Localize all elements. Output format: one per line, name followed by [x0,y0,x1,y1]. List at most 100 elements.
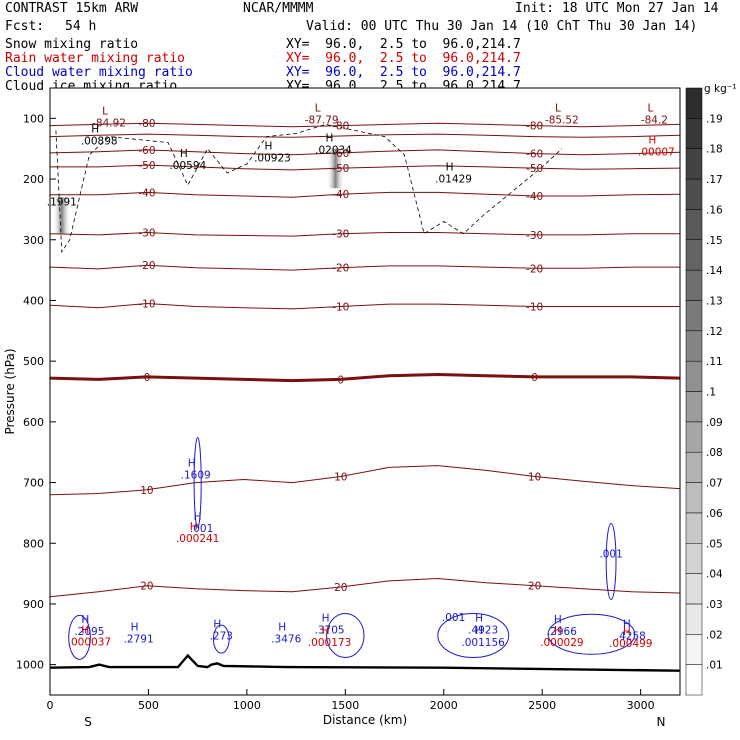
y-tick-label: 900 [23,598,44,611]
extremum-value: .001 [442,612,465,624]
temperature-contour [49,149,681,156]
plot-frame [49,87,681,696]
contour-label: -10 [526,302,543,314]
cloud-water-contour [547,613,636,655]
contour-label: 10 [528,471,541,483]
colorbar-label: .06 [706,508,723,520]
temperature-contour [50,164,681,171]
extremum-marker: H [213,618,221,630]
temperature-contour [49,577,681,598]
contour-label: -50 [138,160,155,172]
fcst-label: Fcst: [5,19,45,34]
extremum-marker: H [190,521,198,533]
colorbar-label: .17 [706,174,723,186]
temperature-contour [49,264,680,271]
colorbar-label: .1 [706,387,716,399]
extremum-marker: H [278,621,286,633]
temperature-contour [49,465,681,496]
contour-label: -40 [138,187,155,199]
extremum-value: .2791 [124,633,154,645]
colorbar-swatch [685,573,703,605]
init-time: Init: 18 UTC Mon 27 Jan 14 [515,1,719,16]
temperature-contour [49,231,680,237]
extremum-marker: L [555,102,561,114]
colorbar-label: .12 [706,326,723,338]
colorbar-swatch [685,87,703,119]
colorbar-swatch [685,451,703,483]
x-tick-label: 2000 [430,699,458,712]
model-title: CONTRAST 15km ARW [5,1,139,16]
colorbar-swatch [685,239,703,271]
y-tick-label: 600 [23,416,44,429]
contour-label: 10 [334,471,347,483]
colorbar-swatch [685,512,703,544]
colorbar-label: .05 [706,538,723,550]
contour-label: -30 [526,230,543,242]
fcst-value: 54 h [65,19,97,34]
extremum-marker: H [554,614,562,626]
colorbar-swatch [685,603,703,635]
contour-label: 20 [334,582,347,594]
y-tick-label: 200 [23,173,44,186]
y-tick-label: 500 [23,355,44,368]
extremum-value: .2095 [74,626,104,638]
colorbar-swatch [685,148,703,180]
contour-label: -80 [332,121,349,133]
south-label: S [84,715,92,729]
x-tick-label: 3000 [627,699,655,712]
extremum-marker: L [315,102,321,114]
field-name-cloud-water: Cloud water mixing ratio [5,65,193,80]
extremum-marker: H [475,625,483,637]
cloud-water-contour [605,522,617,600]
colorbar-label: .18 [706,144,723,156]
extremum-value: -84.92 [92,117,126,129]
y-tick-label: 300 [23,234,44,247]
y-tick-label: 800 [23,537,44,550]
extremum-value: .1991 [47,196,77,208]
colorbar-swatch [685,118,703,149]
colorbar-swatch [685,330,703,362]
contour-label: -30 [138,227,155,239]
extremum-marker: L [102,105,108,117]
extremum-value: .00007 [638,147,675,159]
cloud-water-contour [68,614,91,660]
extremum-value: .01429 [435,173,472,185]
colorbar-unit: g kg⁻¹ [704,83,737,95]
temperature-contour [50,191,681,198]
extremum-marker: H [648,135,656,147]
contour-label: -80 [138,118,155,130]
colorbar-swatch [685,421,703,453]
extremum-value: .1609 [181,469,211,481]
contour-label: -60 [526,149,543,161]
x-tick-label: 2500 [528,699,556,712]
contour-label: -20 [138,260,155,272]
colorbar-swatch [685,360,703,392]
colorbar-swatch [685,543,703,574]
y-tick-label: 1000 [16,659,44,672]
extremum-value: .00898 [81,136,118,148]
x-tick-label: 1500 [331,699,359,712]
extremum-value: .4923 [468,624,498,636]
extremum-value: .00923 [254,153,291,165]
temperature-contour [49,122,681,128]
extremum-marker: L [647,102,653,114]
extremum-value: .000499 [609,638,652,650]
extremum-marker: H [188,457,196,469]
field-name-snow: Snow mixing ratio [5,37,139,52]
colorbar-swatch [685,482,703,514]
colorbar-label: .04 [706,569,723,581]
cloud-water-contour [193,437,202,529]
temperature-contour [49,372,681,383]
extremum-value: .001156 [461,637,505,649]
colorbar-swatch [685,634,703,665]
extremum-marker: H [446,161,454,173]
y-axis-label: Pressure (hPa) [3,348,17,434]
cloud-water-contour [326,613,365,659]
extremum-value: -84.2 [641,114,668,126]
plot-background [50,88,680,695]
x-tick-label: 1000 [233,699,261,712]
extremum-marker: H [81,614,89,626]
contour-label: -50 [332,163,349,175]
